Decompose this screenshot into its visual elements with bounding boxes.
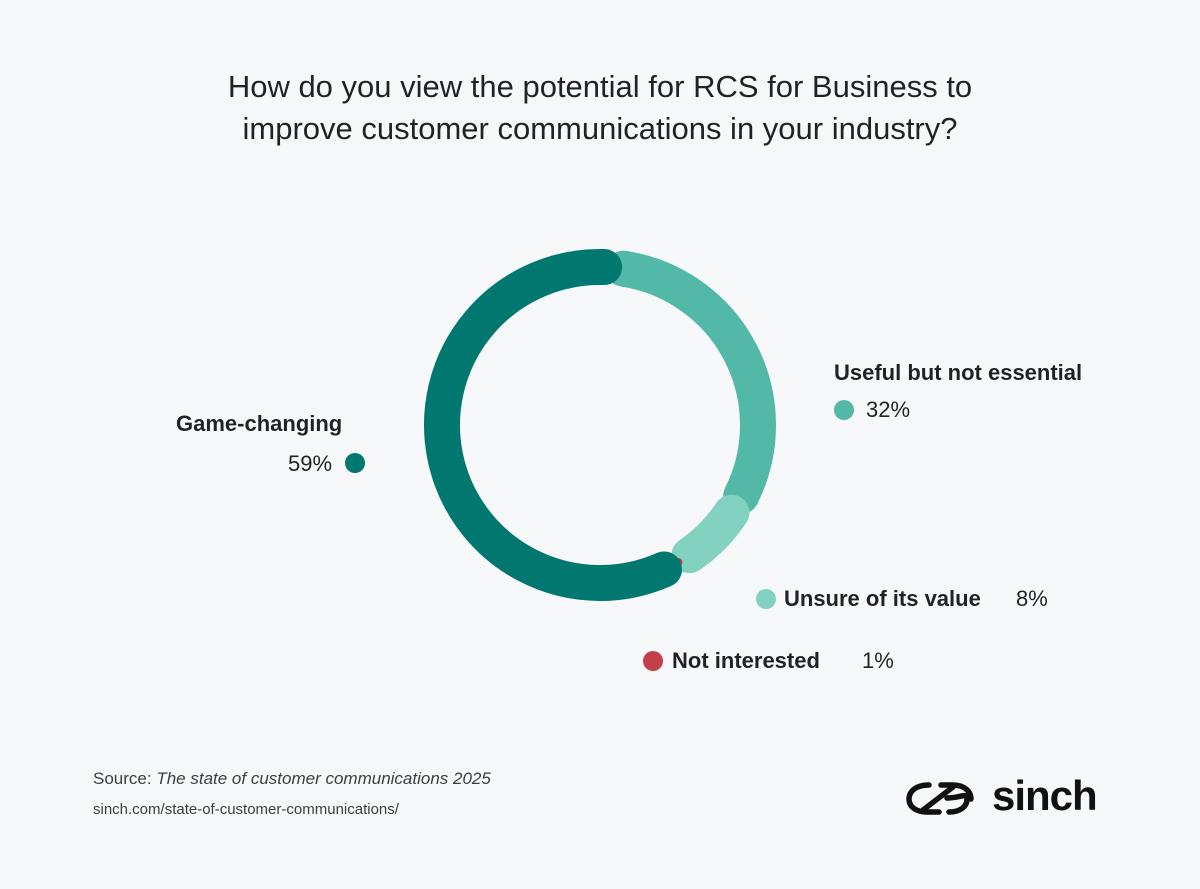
chart-title-line-1: How do you view the potential for RCS fo…: [227, 69, 973, 104]
arc-useful: [605, 250, 776, 514]
legend-dot-game-changing: [345, 453, 365, 473]
chart-title: How do you view the potential for RCS fo…: [0, 66, 1200, 150]
label-not-interested: Not interested: [672, 648, 820, 673]
brand-wordmark: sinch: [992, 772, 1098, 819]
value-unsure: 8%: [1016, 586, 1048, 611]
label-game-changing: Game-changing: [176, 411, 343, 436]
arc-unsure: [671, 494, 750, 574]
source-line: Source: The state of customer communicat…: [93, 769, 491, 789]
label-unsure: Unsure of its value: [784, 586, 981, 611]
sinch-infinity-icon: [906, 782, 974, 815]
value-game-changing: 59%: [288, 451, 333, 476]
source-prefix: Source:: [93, 769, 152, 788]
label-useful: Useful but not essential: [834, 360, 1083, 385]
legend-dot-unsure: [756, 589, 776, 609]
legend-dot-useful: [834, 400, 854, 420]
arc-game-changing: [424, 249, 683, 601]
legend-dot-not-interested: [643, 651, 663, 671]
source-title: The state of customer communications 202…: [156, 769, 491, 788]
source-url: sinch.com/state-of-customer-communicatio…: [93, 801, 399, 818]
value-not-interested: 1%: [862, 648, 894, 673]
value-useful: 32%: [866, 397, 911, 422]
chart-title-line-2: improve customer communications in your …: [242, 111, 958, 146]
